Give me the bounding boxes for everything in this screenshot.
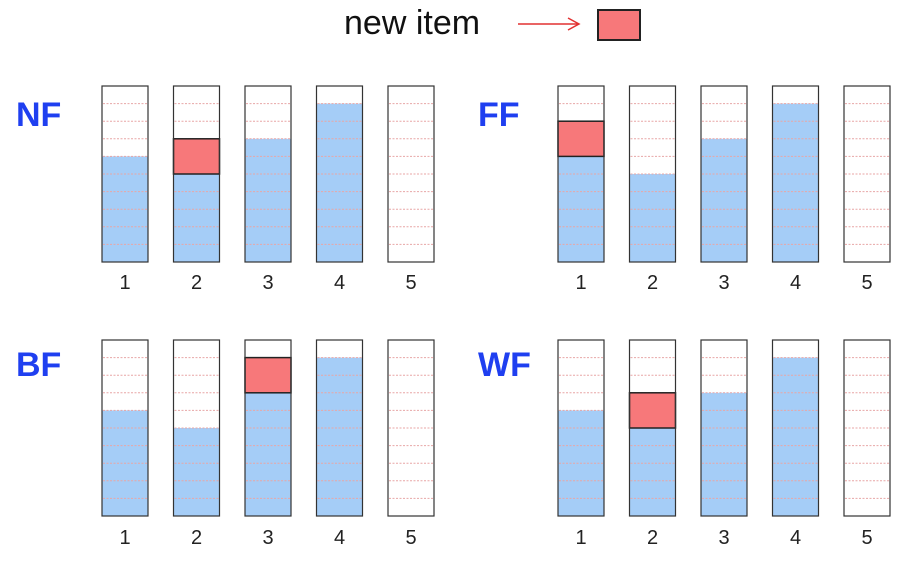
bin-number-label: 5 <box>861 272 873 294</box>
bin-fill <box>629 428 676 516</box>
bin-outline <box>244 339 292 517</box>
new-item-block <box>628 392 677 429</box>
bin-number-label: 4 <box>333 527 346 549</box>
bin-outline <box>628 339 677 517</box>
bin-outline <box>843 85 891 263</box>
panel-label: FF <box>478 96 520 134</box>
bin-outline <box>628 85 677 263</box>
bin-number-label: 2 <box>646 527 659 549</box>
bin <box>315 85 364 263</box>
bin-number-label: 2 <box>646 272 659 294</box>
bin <box>771 339 820 517</box>
bin-outline <box>771 85 820 263</box>
bin <box>172 85 221 263</box>
bin-outline <box>700 339 748 517</box>
bin-fill <box>772 357 819 516</box>
bin-fill <box>245 392 291 516</box>
bin-number-label: 1 <box>575 527 587 549</box>
bin-outline <box>843 339 891 517</box>
bin-outline <box>172 339 221 517</box>
bin-fill <box>173 428 220 516</box>
bin-number-label: 1 <box>575 272 587 294</box>
bin-number-label: 4 <box>333 272 346 294</box>
bin <box>244 85 292 263</box>
bin-outline <box>101 339 149 517</box>
bin-outline <box>101 85 149 263</box>
bin-outline <box>172 85 221 263</box>
bin-fill <box>629 174 676 262</box>
bin-number-label: 3 <box>718 272 730 294</box>
bin-number-label: 4 <box>789 527 802 549</box>
bin-fill <box>316 103 363 262</box>
bin-outline <box>557 85 605 263</box>
bin <box>628 339 677 517</box>
bin <box>244 339 292 517</box>
bin-number-label: 3 <box>718 527 730 549</box>
bin-fill <box>701 392 747 516</box>
bin-number-label: 5 <box>861 527 873 549</box>
bin-number-label: 2 <box>190 527 203 549</box>
bin-outline <box>315 85 364 263</box>
bin-fill <box>701 138 747 262</box>
bin-outline <box>244 85 292 263</box>
bin-number-label: 4 <box>789 272 802 294</box>
bin-number-label: 5 <box>405 527 417 549</box>
panel-label: NF <box>16 96 62 134</box>
bin <box>771 85 820 263</box>
bin-fill <box>173 174 220 262</box>
bin <box>387 339 435 517</box>
bin <box>843 339 891 517</box>
legend-arrow-icon <box>518 17 581 31</box>
bin-outline <box>700 85 748 263</box>
bin-outline <box>771 339 820 517</box>
bin-outline <box>387 85 435 263</box>
bin <box>843 85 891 263</box>
bin <box>557 339 605 517</box>
bin <box>700 85 748 263</box>
panel-label: BF <box>16 346 62 384</box>
legend-text: new item <box>344 4 481 42</box>
bin <box>101 85 149 263</box>
bin-outline <box>315 339 364 517</box>
legend-new-item-swatch <box>597 9 641 41</box>
bin-number-label: 1 <box>119 272 131 294</box>
bin <box>557 85 605 263</box>
bin-number-label: 2 <box>190 272 203 294</box>
bin-number-label: 5 <box>405 272 417 294</box>
bin-number-label: 1 <box>119 527 131 549</box>
bin-fill <box>245 138 291 262</box>
bin <box>628 85 677 263</box>
bin-number-label: 3 <box>262 527 274 549</box>
bin <box>315 339 364 517</box>
panel-label: WF <box>478 346 531 384</box>
bin-fill <box>772 103 819 262</box>
bin-number-label: 3 <box>262 272 274 294</box>
bin <box>172 339 221 517</box>
bin <box>101 339 149 517</box>
bin-outline <box>557 339 605 517</box>
bin <box>387 85 435 263</box>
bin-fill <box>316 357 363 516</box>
bin-outline <box>387 339 435 517</box>
bin <box>700 339 748 517</box>
